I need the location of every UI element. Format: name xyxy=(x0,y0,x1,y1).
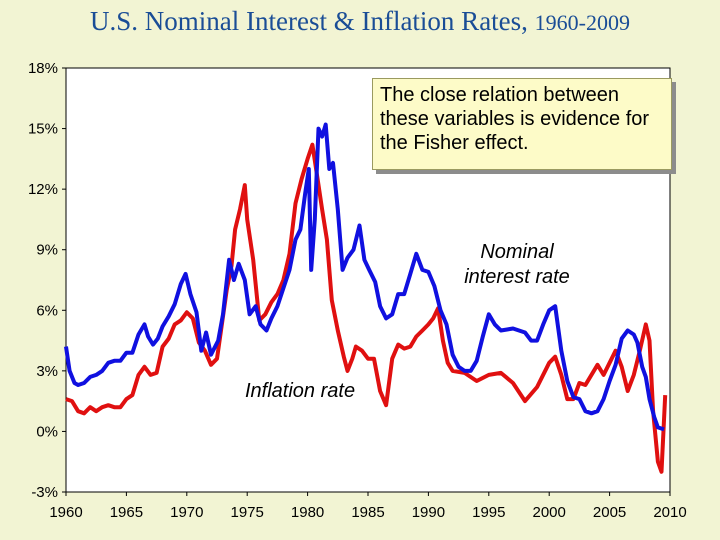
x-tick-label: 1985 xyxy=(351,504,384,521)
x-tick-label: 1990 xyxy=(412,504,445,521)
inflation-rate-label: Inflation rate xyxy=(243,380,358,403)
y-axis: -3% 0% 3% 6% 9% 12% 15% 18% xyxy=(28,60,66,501)
x-tick-label: 2010 xyxy=(653,504,686,521)
x-tick-label: 1995 xyxy=(472,504,505,521)
y-tick-label: 3% xyxy=(36,363,58,380)
y-tick-label: 15% xyxy=(28,121,58,138)
x-tick-label: 2000 xyxy=(533,504,566,521)
chart-title-years: 1960-2009 xyxy=(534,10,630,35)
nominal-interest-rate-line xyxy=(64,122,665,432)
y-tick-label: 9% xyxy=(36,242,58,259)
x-tick-label: 1975 xyxy=(231,504,264,521)
x-tick-label: 2005 xyxy=(593,504,626,521)
chart-title-main: U.S. Nominal Interest & Inflation Rates, xyxy=(90,6,535,36)
inflation-rate-line xyxy=(65,142,668,474)
y-tick-label: 12% xyxy=(28,181,58,198)
fisher-effect-callout: The close relation between these variabl… xyxy=(372,78,672,170)
x-tick-label: 1970 xyxy=(170,504,203,521)
chart-title: U.S. Nominal Interest & Inflation Rates,… xyxy=(0,6,720,37)
x-axis: 1960 1965 1970 1975 1980 1985 1990 1995 2000 2005… xyxy=(49,492,687,521)
x-tick-label: 1980 xyxy=(291,504,324,521)
nominal-rate-label: Nominal interest rate xyxy=(464,241,570,288)
y-tick-label: 0% xyxy=(36,423,58,440)
y-tick-label: -3% xyxy=(31,484,58,501)
series-lines xyxy=(64,122,668,474)
x-tick-label: 1965 xyxy=(110,504,143,521)
y-tick-label: 18% xyxy=(28,60,58,77)
x-tick-label: 1960 xyxy=(49,504,82,521)
y-tick-label: 6% xyxy=(36,302,58,319)
